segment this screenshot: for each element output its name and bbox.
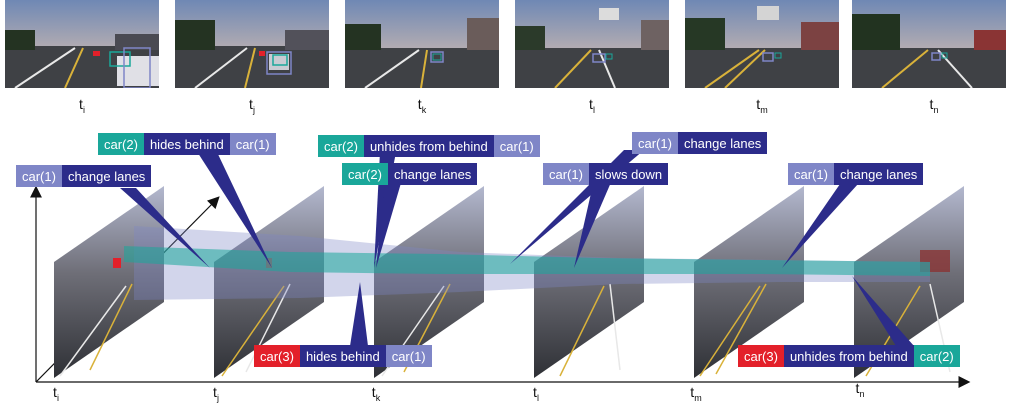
- time-sub: k: [375, 392, 381, 403]
- event-action: unhides from behind: [363, 135, 494, 157]
- callout-pointer: [350, 282, 368, 346]
- event-action: change lanes: [677, 132, 768, 154]
- axis-time-label-j: tj: [196, 384, 236, 403]
- top-time-label-k: tk: [402, 96, 442, 115]
- axis-time-label-l: tl: [516, 384, 556, 403]
- event-action: change lanes: [833, 163, 924, 185]
- event-label: car(2) unhides from behind car(1): [318, 135, 540, 157]
- frame-panel-i: [54, 186, 164, 378]
- axis-time-label-n: tn: [840, 380, 880, 399]
- event-label: car(1) change lanes: [632, 132, 768, 154]
- event-label: car(3) unhides from behind car(2): [738, 345, 960, 367]
- time-base: t: [756, 96, 761, 112]
- frame-panel-j: [214, 186, 324, 378]
- axis-time-label-k: tk: [356, 384, 396, 403]
- time-sub: j: [216, 392, 219, 403]
- event-label: car(3) hides behind car(1): [254, 345, 432, 367]
- event-object: car(2): [913, 345, 960, 367]
- callout-pointer: [376, 183, 401, 268]
- axis-time-label-i: ti: [36, 384, 76, 403]
- callout-pointer: [852, 276, 914, 346]
- top-time-label-n: tn: [914, 96, 954, 115]
- event-subject: car(1): [632, 132, 678, 154]
- event-object: car(1): [493, 135, 540, 157]
- event-subject: car(3): [254, 345, 300, 367]
- event-action: change lanes: [61, 165, 152, 187]
- time-base: t: [589, 96, 593, 112]
- time-base: t: [79, 96, 83, 112]
- time-sub: l: [592, 104, 595, 115]
- time-base: t: [213, 384, 217, 400]
- time-sub: m: [760, 104, 768, 115]
- event-label: car(1) change lanes: [788, 163, 924, 185]
- time-base: t: [417, 96, 422, 112]
- time-sub: j: [252, 104, 255, 115]
- event-label: car(1) change lanes: [16, 165, 152, 187]
- frame-thumbnail-m: [685, 0, 839, 88]
- event-subject: car(3): [738, 345, 784, 367]
- event-label: car(1) slows down: [543, 163, 669, 185]
- event-subject: car(2): [342, 163, 388, 185]
- time-base: t: [249, 96, 253, 112]
- callout-pointer: [196, 150, 272, 268]
- time-sub: k: [421, 104, 427, 115]
- event-object: car(1): [229, 133, 276, 155]
- time-base: t: [533, 384, 537, 400]
- car2-track: [124, 246, 930, 276]
- event-object: car(1): [385, 345, 432, 367]
- callout-pointer: [120, 188, 210, 268]
- event-label: car(2) hides behind car(1): [98, 133, 276, 155]
- event-action: hides behind: [299, 345, 386, 367]
- time-sub: l: [536, 392, 539, 403]
- time-sub: i: [56, 392, 59, 403]
- event-subject: car(2): [318, 135, 364, 157]
- event-action: unhides from behind: [783, 345, 914, 367]
- time-base: t: [855, 380, 860, 396]
- event-label: car(2) change lanes: [342, 163, 478, 185]
- frame-thumbnail-n: [852, 0, 1006, 88]
- event-subject: car(1): [16, 165, 62, 187]
- top-time-label-i: ti: [62, 96, 102, 115]
- top-time-label-j: tj: [232, 96, 272, 115]
- frame-panel-l: [534, 186, 644, 378]
- frame-thumbnail-k: [345, 0, 499, 88]
- frame-panel-m: [694, 186, 804, 378]
- top-time-label-m: tm: [742, 96, 782, 115]
- time-sub: n: [859, 388, 865, 399]
- time-sub: i: [82, 104, 85, 115]
- frame-thumbnail-i: [5, 0, 159, 88]
- top-time-label-l: tl: [572, 96, 612, 115]
- frame-thumbnail-l: [515, 0, 669, 88]
- event-subject: car(1): [788, 163, 834, 185]
- event-action: slows down: [588, 163, 669, 185]
- event-action: hides behind: [143, 133, 230, 155]
- frame-thumbnail-j: [175, 0, 329, 88]
- callout-pointer: [782, 184, 858, 268]
- time-base: t: [690, 384, 695, 400]
- callout-pointer: [574, 180, 612, 268]
- axis-time-label-m: tm: [676, 384, 716, 403]
- event-subject: car(2): [98, 133, 144, 155]
- event-action: change lanes: [387, 163, 478, 185]
- time-sub: n: [933, 104, 939, 115]
- time-base: t: [371, 384, 376, 400]
- time-sub: m: [694, 392, 702, 403]
- time-base: t: [929, 96, 934, 112]
- event-subject: car(1): [543, 163, 589, 185]
- time-base: t: [53, 384, 57, 400]
